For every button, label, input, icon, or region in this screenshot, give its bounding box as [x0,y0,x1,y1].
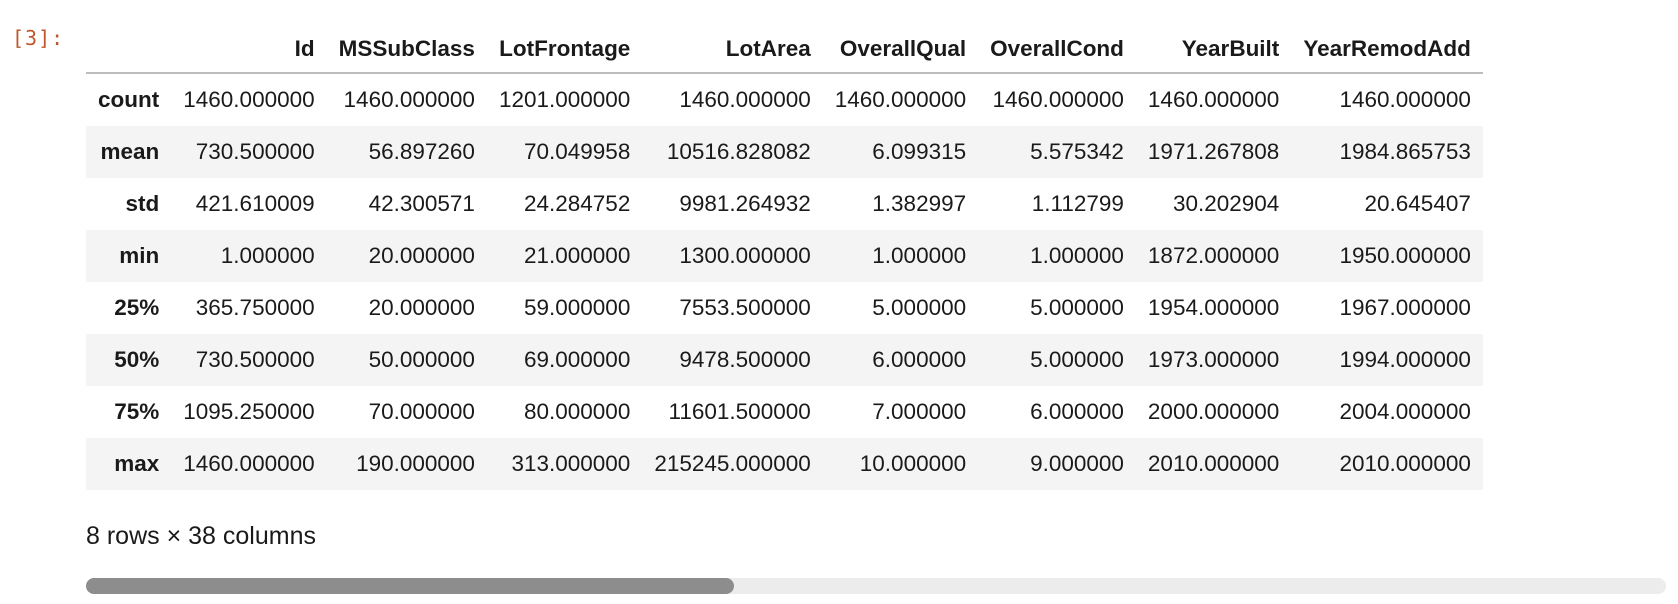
table-cell: 70.049958 [523,139,631,164]
horizontal-scrollbar[interactable] [86,578,1666,594]
row-label: count [98,87,160,112]
table-cell: 11601.500000 [668,399,811,424]
table-cell: 10516.828082 [666,139,811,164]
table-cell: 365.750000 [195,295,315,320]
table-cell: 1954.000000 [1147,295,1280,320]
column-header: MSSubClass [326,0,487,74]
table-row: max 1460.000000 190.000000 313.000000 21… [86,438,1483,490]
table-cell: 1460.000000 [183,87,315,112]
describe-table: Id MSSubClass LotFrontage LotArea Overal… [86,0,1483,490]
table-cell: 70.000000 [368,399,475,424]
row-label: 75% [114,399,160,424]
header-row: Id MSSubClass LotFrontage LotArea Overal… [86,0,1483,74]
column-header: LotFrontage [486,0,643,74]
table-cell: 1460.000000 [679,87,811,112]
table-row: std 421.610009 42.300571 24.284752 9981.… [86,178,1483,230]
table-cell: 1.000000 [220,243,315,268]
table-cell: 2004.000000 [1339,399,1471,424]
cell-output: Id MSSubClass LotFrontage LotArea Overal… [86,0,1678,551]
column-header: OverallCond [978,0,1136,74]
row-label: max [114,451,160,476]
column-header: Id [171,0,327,74]
table-cell: 1.382997 [872,191,967,216]
table-cell: 2010.000000 [1147,451,1280,476]
table-row: 25% 365.750000 20.000000 59.000000 7553.… [86,282,1483,334]
table-cell: 6.000000 [872,347,967,372]
table-cell: 215245.000000 [654,451,811,476]
column-header: YearBuilt [1135,0,1292,74]
table-cell: 421.610009 [195,191,315,216]
table-cell: 730.500000 [195,347,315,372]
table-cell: 313.000000 [511,451,631,476]
table-cell: 1.112799 [1031,191,1124,216]
table-cell: 5.000000 [1030,295,1124,320]
table-cell: 9478.500000 [679,347,811,372]
row-label: std [125,191,160,216]
row-label: 25% [114,295,160,320]
table-cell: 20.000000 [368,243,475,268]
table-cell: 69.000000 [523,347,631,372]
table-cell: 42.300571 [368,191,475,216]
table-row: count 1460.000000 1460.000000 1201.00000… [86,73,1483,126]
table-cell: 56.897260 [368,139,475,164]
table-cell: 1460.000000 [183,451,315,476]
table-row: 75% 1095.250000 70.000000 80.000000 1160… [86,386,1483,438]
table-cell: 50.000000 [368,347,475,372]
table-cell: 5.575342 [1030,139,1124,164]
table-cell: 7.000000 [872,399,967,424]
table-cell: 1460.000000 [1339,87,1471,112]
table-cell: 59.000000 [523,295,631,320]
table-cell: 7553.500000 [679,295,811,320]
table-cell: 1.000000 [872,243,967,268]
table-cell: 1095.250000 [183,399,315,424]
table-cell: 30.202904 [1172,191,1280,216]
column-header: LotArea [642,0,823,74]
table-cell: 20.645407 [1364,191,1471,216]
row-label: min [119,243,160,268]
table-cell: 730.500000 [195,139,315,164]
table-cell: 1994.000000 [1339,347,1471,372]
table-cell: 2000.000000 [1147,399,1280,424]
dataframe-shape-summary: 8 rows × 38 columns [86,522,316,550]
table-cell: 1460.000000 [1147,87,1280,112]
table-cell: 21.000000 [523,243,631,268]
dataframe-container: Id MSSubClass LotFrontage LotArea Overal… [86,0,1664,490]
table-cell: 1.000000 [1030,243,1124,268]
table-cell: 9981.264932 [679,191,811,216]
table-cell: 1967.000000 [1339,295,1471,320]
table-cell: 80.000000 [523,399,631,424]
table-cell: 5.000000 [1030,347,1124,372]
table-cell: 9.000000 [1030,451,1124,476]
table-cell: 190.000000 [356,451,475,476]
table-cell: 1460.000000 [834,87,967,112]
table-row: mean 730.500000 56.897260 70.049958 1051… [86,126,1483,178]
table-row: 50% 730.500000 50.000000 69.000000 9478.… [86,334,1483,386]
table-cell: 1460.000000 [992,87,1124,112]
table-cell: 6.099315 [872,139,967,164]
index-header [86,0,172,74]
cell-prompt: [3]: [12,26,65,50]
table-cell: 1300.000000 [679,243,811,268]
table-cell: 20.000000 [368,295,475,320]
row-label: mean [100,139,160,164]
table-row: min 1.000000 20.000000 21.000000 1300.00… [86,230,1483,282]
row-label: 50% [114,347,160,372]
column-header: OverallQual [822,0,979,74]
table-cell: 1950.000000 [1339,243,1471,268]
column-header: YearRemodAdd [1291,0,1483,74]
table-cell: 2010.000000 [1339,451,1471,476]
table-cell: 10.000000 [859,451,967,476]
table-cell: 1971.267808 [1147,139,1280,164]
table-cell: 1201.000000 [498,87,631,112]
table-cell: 5.000000 [872,295,967,320]
table-cell: 1872.000000 [1147,243,1280,268]
table-cell: 1984.865753 [1339,139,1471,164]
table-cell: 1460.000000 [343,87,475,112]
table-cell: 24.284752 [523,191,631,216]
table-cell: 1973.000000 [1147,347,1280,372]
scrollbar-thumb[interactable] [86,578,734,594]
table-cell: 6.000000 [1030,399,1124,424]
